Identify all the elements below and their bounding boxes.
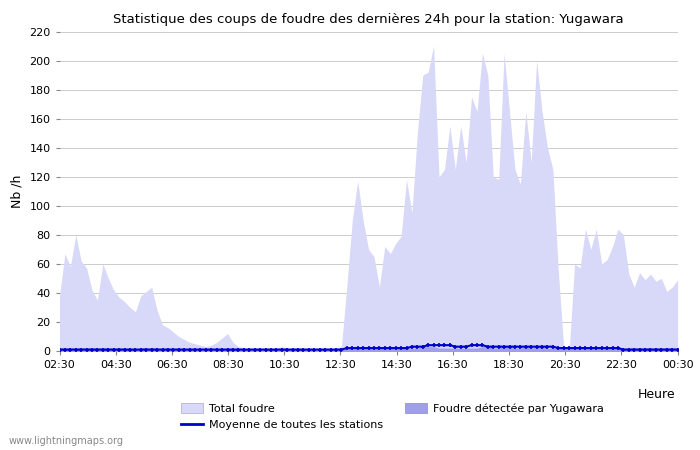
Text: www.lightningmaps.org: www.lightningmaps.org xyxy=(8,436,123,446)
Legend: Total foudre, Moyenne de toutes les stations, Foudre détectée par Yugawara: Total foudre, Moyenne de toutes les stat… xyxy=(176,399,608,435)
Title: Statistique des coups de foudre des dernières 24h pour la station: Yugawara: Statistique des coups de foudre des dern… xyxy=(113,13,624,26)
Y-axis label: Nb /h: Nb /h xyxy=(10,175,24,208)
Text: Heure: Heure xyxy=(638,388,676,401)
